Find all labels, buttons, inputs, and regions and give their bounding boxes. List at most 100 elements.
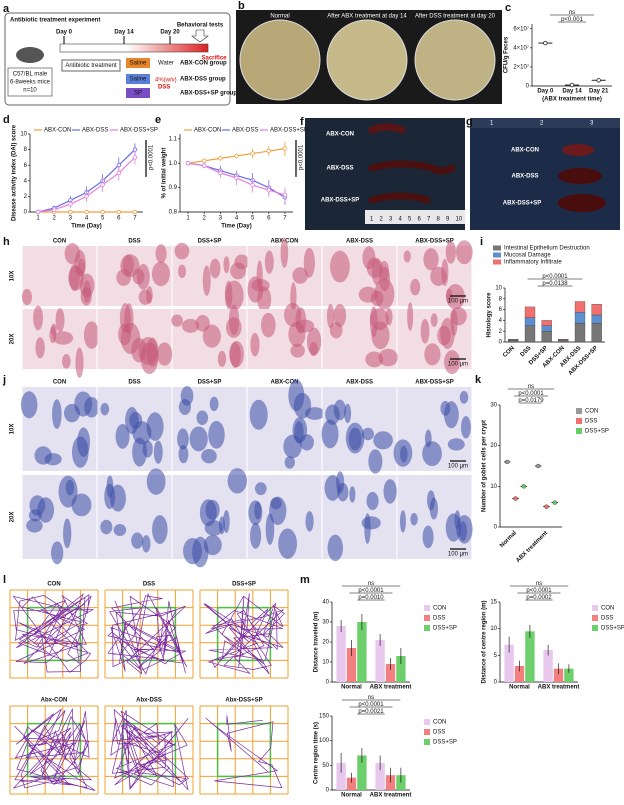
track <box>12 593 94 673</box>
tissue <box>209 396 219 412</box>
tissue <box>178 445 189 464</box>
ruler-number: 9 <box>446 217 450 223</box>
bar-segment <box>558 340 569 343</box>
x-tick-label: ABX treatment <box>370 793 412 799</box>
annotation: p<0.0001 <box>518 391 544 397</box>
tissue <box>51 541 64 565</box>
day-label: Day 20 <box>160 30 180 36</box>
legend-label: CON <box>433 720 446 726</box>
point <box>100 182 105 187</box>
bar-segment <box>574 312 586 324</box>
series-line <box>37 149 136 213</box>
tissue <box>234 254 250 270</box>
sp-box <box>126 88 150 98</box>
annotation: p=0.0179 <box>518 398 544 404</box>
y-tick-label: 40 <box>322 600 329 606</box>
group-label: ABX-CON group <box>180 61 227 67</box>
tissue <box>303 247 315 278</box>
tissue <box>228 304 240 336</box>
tissue <box>403 250 411 263</box>
point <box>202 163 207 168</box>
y-axis-label: Histology score <box>487 292 493 338</box>
annotation: p=0.0002 <box>526 595 552 601</box>
y-tick-label: 5 <box>494 653 498 659</box>
legend-label: ABX-DSS+SP <box>270 128 308 134</box>
panel-letter: c <box>505 2 511 14</box>
tissue <box>202 265 211 296</box>
tissue <box>109 484 126 512</box>
point <box>505 459 510 465</box>
row-label: 20X <box>10 512 16 523</box>
tissue <box>209 258 221 279</box>
point <box>116 170 121 176</box>
point <box>266 187 271 193</box>
tissue <box>385 308 393 326</box>
column-label: ABX-DSS+SP <box>415 239 454 245</box>
day-label: Day 0 <box>56 30 73 36</box>
colon-label: ABX-DSS <box>326 166 353 172</box>
ruler-number: 1 <box>370 217 374 223</box>
arrow <box>191 29 209 43</box>
maze-label: Abx-DSS+SP <box>225 698 262 704</box>
group-label: ABX-DSS+SP group <box>180 91 237 97</box>
column-label: ABX-CON <box>271 380 299 386</box>
tissue <box>208 420 225 449</box>
track <box>203 593 285 675</box>
dss-label: 4%(w/v) <box>155 78 177 84</box>
tissue <box>430 313 438 327</box>
water-label: Water <box>158 61 174 67</box>
x-tick-label: Day 21 <box>589 89 609 95</box>
x-axis-label: (ABX treatment time) <box>542 97 602 103</box>
bar <box>385 664 396 682</box>
tissue <box>171 314 183 327</box>
y-tick-label: 0 <box>499 340 503 346</box>
tissue <box>336 471 345 494</box>
tissue <box>131 532 144 549</box>
tissue <box>75 347 84 378</box>
tissue <box>132 437 147 467</box>
plate <box>239 19 321 101</box>
tissue <box>199 499 217 527</box>
x-tick-label: Normal <box>509 685 530 691</box>
colon-label: ABX-CON <box>326 132 354 138</box>
tissue <box>153 440 163 464</box>
y-tick-label: 0 <box>326 788 330 794</box>
track <box>13 707 96 791</box>
x-tick-label: 1 <box>186 216 190 222</box>
column-label: ABX-DSS <box>346 380 373 386</box>
ruler <box>365 210 465 224</box>
y-tick-label: 1.1 <box>169 136 178 142</box>
scale-label: 100 μm <box>448 362 468 368</box>
tissue <box>407 302 414 331</box>
point <box>218 170 223 176</box>
tissue <box>424 343 441 366</box>
mouse-text: n=10 <box>23 88 37 94</box>
legend-swatch <box>576 418 582 424</box>
bar <box>525 631 535 682</box>
column-label: DSS <box>128 380 140 386</box>
day-label: Day 14 <box>114 30 134 36</box>
centre-region <box>216 606 272 662</box>
bar-segment <box>558 339 569 340</box>
bar <box>336 626 346 682</box>
legend-swatch <box>424 729 430 735</box>
mouse-icon <box>16 47 44 63</box>
tissue <box>136 263 150 290</box>
annotation: ns <box>569 10 575 16</box>
ruler-number: 10 <box>456 217 463 223</box>
x-axis-label: Time (Day) <box>71 224 102 230</box>
legend-label: ABX-CON <box>44 128 71 134</box>
tissue <box>361 427 375 441</box>
y-tick-label: 30 <box>322 620 329 626</box>
maze-label: Abx-DSS <box>136 698 162 704</box>
tissue <box>424 429 432 448</box>
y-tick-label: 4×10⁷ <box>513 44 529 51</box>
saline-box <box>126 74 150 84</box>
legend-label: DSS+SP <box>585 429 609 435</box>
spleen-label: ABX-DSS <box>511 174 538 180</box>
ruler <box>470 118 620 128</box>
tissue <box>441 258 449 287</box>
bar <box>375 762 385 790</box>
tissue <box>321 419 339 449</box>
tissue <box>138 289 152 305</box>
